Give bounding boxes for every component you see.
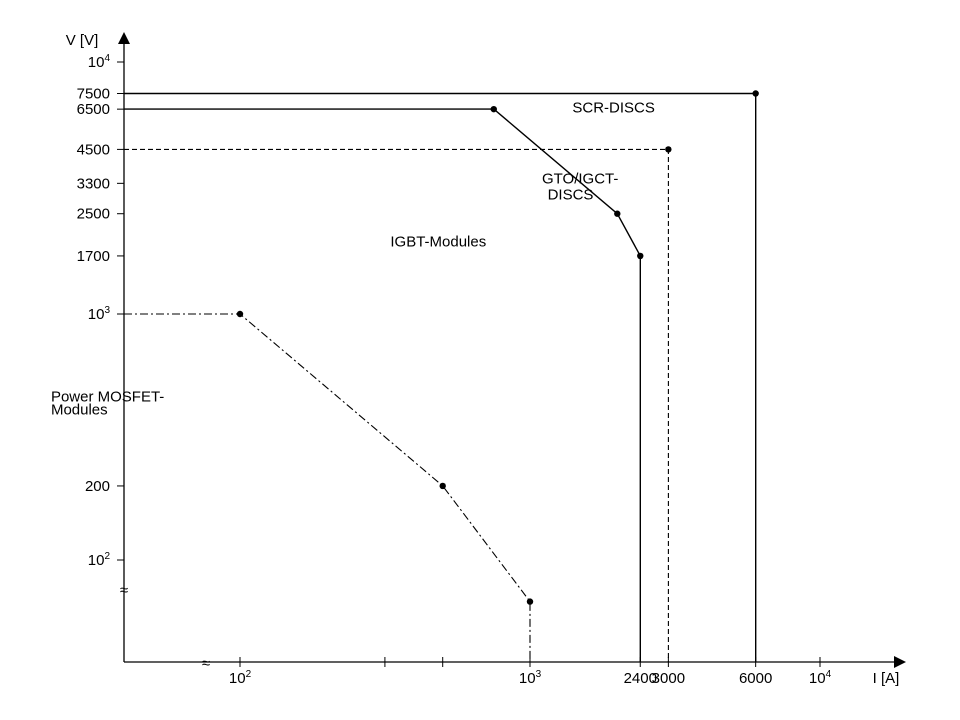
x-tick-label: 103	[519, 669, 542, 687]
y-axis-break-icon: ≈	[120, 582, 128, 599]
data-point	[439, 482, 446, 490]
y-tick-label: 102	[88, 551, 111, 569]
data-point	[526, 598, 534, 605]
series-line	[124, 148, 669, 662]
x-tick-label: 3000	[652, 670, 685, 687]
series-group	[124, 90, 759, 662]
region-label: Power MOSFET-	[51, 389, 164, 406]
y-tick-label: 104	[88, 53, 111, 71]
data-point	[752, 90, 759, 97]
y-tick-label: 7500	[77, 85, 110, 102]
y-tick-label: 103	[88, 305, 111, 323]
series-line	[124, 92, 757, 662]
data-point	[665, 146, 672, 153]
data-point	[490, 105, 497, 113]
x-axis-title: I [A]	[873, 670, 900, 687]
region-label: IGBT-Modules	[390, 234, 486, 251]
series-line	[124, 313, 531, 662]
x-axis-break-icon: ≈	[202, 655, 210, 672]
y-tick-label: 3300	[77, 175, 110, 192]
region-label: Modules	[51, 402, 108, 419]
data-point	[236, 310, 244, 318]
x-tick-label: 2400	[624, 670, 657, 687]
region-label: SCR-DISCS	[572, 100, 655, 117]
y-tick-label: 4500	[77, 141, 110, 158]
y-tick-label: 2500	[77, 206, 110, 223]
y-tick-label: 1700	[77, 248, 110, 265]
y-tick-label: 6500	[77, 101, 110, 118]
x-tick-label: 6000	[739, 670, 772, 687]
y-tick-label: 200	[85, 478, 110, 495]
x-tick-label: 102	[229, 669, 252, 687]
y-axis-title: V [V]	[66, 32, 99, 49]
region-label: GTO/IGCT-	[542, 170, 618, 187]
data-point	[614, 210, 621, 217]
labels-group: SCR-DISCS GTO/IGCT-DISCS IGBT-Modules Power…	[51, 100, 655, 419]
x-tick-label: 104	[809, 669, 832, 687]
data-point	[637, 252, 644, 260]
region-label: DISCS	[548, 186, 594, 203]
